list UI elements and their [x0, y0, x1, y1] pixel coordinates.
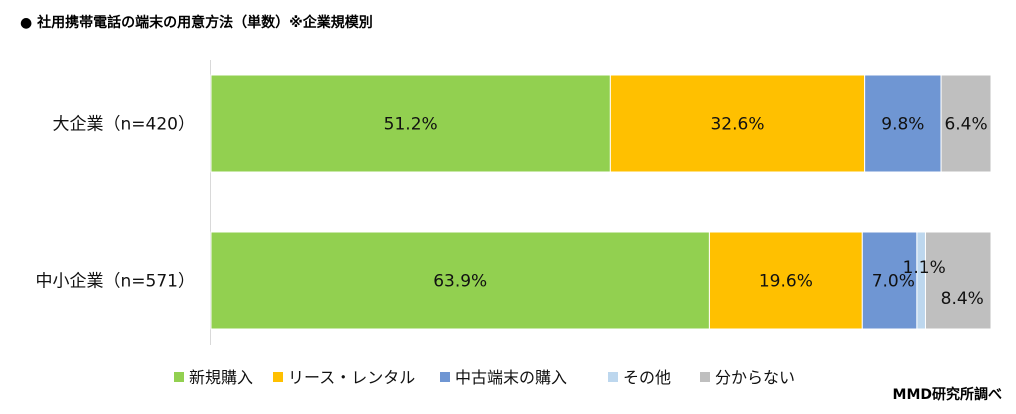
legend-label: その他 [623, 368, 671, 387]
bar-segment [940, 74, 992, 173]
bar-segment [210, 74, 611, 173]
bar-segment [924, 231, 992, 330]
data-label: 6.4% [944, 115, 987, 135]
legend-label: 新規購入 [189, 368, 253, 387]
legend-swatch [440, 372, 450, 382]
data-labels: 51.2% 32.6% 9.8% 6.4% 63.9% 19.6% 7.0%1.1% 8.4% [384, 115, 988, 310]
bars [210, 74, 992, 330]
bar-segment [916, 231, 926, 330]
legend-swatch [608, 372, 618, 382]
data-label: 32.6% [710, 115, 764, 135]
data-label: 51.2% [384, 115, 438, 135]
data-label: 19.6% [759, 272, 813, 292]
legend-label: リース・レンタル [288, 368, 415, 387]
data-label: 1.1% [903, 258, 946, 278]
bar-segment [708, 231, 863, 330]
category-labels: 大企業（n=420） 中小企業（n=571） [36, 115, 195, 292]
legend-swatch [174, 372, 184, 382]
legend-swatch [700, 372, 710, 382]
category-label: 中小企業（n=571） [36, 272, 195, 292]
data-label: 8.4% [941, 289, 984, 309]
legend-label: 分からない [715, 368, 795, 387]
legend-label: 中古端末の購入 [455, 368, 567, 387]
legend-swatch [273, 372, 283, 382]
bar-segment [609, 74, 866, 173]
data-label: 7.0% [872, 272, 915, 292]
category-label: 大企業（n=420） [53, 115, 195, 135]
chart-title: ● 社用携帯電話の端末の用意方法（単数）※企業規模別 [20, 14, 373, 31]
bar-segment [864, 74, 942, 173]
legend: 新規購入 リース・レンタル 中古端末の購入 その他 分からない [174, 368, 795, 387]
data-label: 63.9% [433, 272, 487, 292]
source-note: MMD研究所調べ [893, 386, 1002, 403]
data-label: 9.8% [881, 115, 924, 135]
